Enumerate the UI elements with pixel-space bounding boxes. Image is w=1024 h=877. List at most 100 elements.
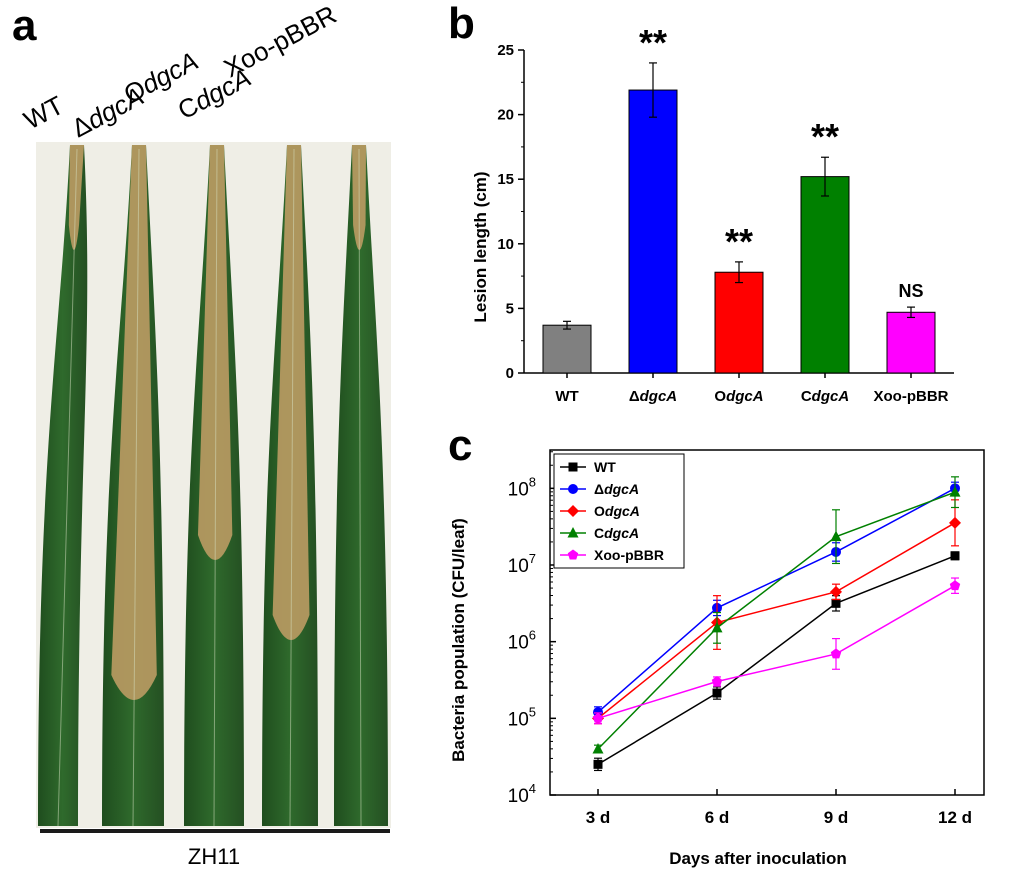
tick-base: 10 <box>508 786 529 807</box>
panel-b-letter: b <box>448 0 475 48</box>
bar-1 <box>628 89 678 374</box>
label-prefix: Δ <box>629 388 640 405</box>
tick-exponent: 7 <box>529 551 536 566</box>
series-point-3 <box>711 621 723 633</box>
line-chart-x-tick-label-0: 3 d <box>586 808 611 827</box>
legend-label-2: OdgcA <box>594 503 640 519</box>
tick-exponent: 5 <box>529 704 536 719</box>
leaf-midrib-2 <box>213 148 218 827</box>
line-chart-y-tick-label: 107 <box>508 551 536 577</box>
leaf-label-0: WT <box>19 90 69 136</box>
bar-3 <box>800 176 850 374</box>
line-chart-y-tick-label: 106 <box>508 628 536 654</box>
series-point-0 <box>712 688 722 698</box>
cultivar-label: ZH11 <box>188 844 240 869</box>
line-chart-y-axis-label: Bacteria population (CFU/leaf) <box>449 518 468 762</box>
label-italic: dgcA <box>604 525 639 541</box>
significance-label-1: ** <box>639 22 667 63</box>
label-italic: dgcA <box>726 388 764 405</box>
series-point-4 <box>949 580 961 591</box>
label-text: WT <box>594 459 616 475</box>
label-italic: dgcA <box>604 481 639 497</box>
tick-base: 10 <box>508 709 529 730</box>
leaf-lesion-3 <box>272 145 310 640</box>
series-point-2 <box>830 585 842 598</box>
legend-label-0: WT <box>594 459 616 475</box>
bar-category-label-3: CdgcA <box>801 388 849 405</box>
tick-exponent: 6 <box>529 628 536 643</box>
legend-marker-2 <box>567 505 579 517</box>
bar-category-label-0: WT <box>555 388 578 405</box>
significance-label-2: ** <box>725 221 753 262</box>
series-point-0 <box>593 759 603 769</box>
series-point-4 <box>592 712 604 723</box>
series-line-3 <box>597 491 956 750</box>
series-point-3 <box>949 486 961 497</box>
legend-marker-3 <box>567 527 579 538</box>
tick-base: 10 <box>508 479 529 500</box>
legend-marker-0 <box>568 462 578 472</box>
leaf-4 <box>334 145 388 826</box>
leaf-0 <box>38 145 88 826</box>
line-chart-x-axis-label: Days after inoculation <box>669 849 847 868</box>
series-point-0 <box>950 551 960 561</box>
bar-0 <box>542 324 592 374</box>
bar-chart-y-tick-label: 0 <box>506 365 514 382</box>
series-point-0 <box>831 598 841 608</box>
series-line-0 <box>597 555 956 765</box>
series-point-2 <box>949 516 961 529</box>
line-chart-frame <box>549 449 985 796</box>
legend-label-3: CdgcA <box>594 525 639 541</box>
line-chart-series <box>592 476 961 772</box>
bar-chart-y-tick-label: 25 <box>497 42 514 59</box>
label-italic: dgcA <box>812 388 850 405</box>
label-text: Xoo-pBBR <box>594 547 664 563</box>
line-chart-x-tick-label-2: 9 d <box>824 808 849 827</box>
leaf-midrib-1 <box>132 148 140 827</box>
leaf-midrib-0 <box>57 148 78 827</box>
panel-c-letter: c <box>448 421 473 470</box>
significance-label-4: NS <box>898 281 923 301</box>
label-prefix: C <box>594 525 604 541</box>
label-text: WT <box>19 90 69 136</box>
line-chart-y-tick-label: 108 <box>508 474 536 500</box>
bar-chart-y-tick-label: 10 <box>497 236 514 253</box>
bar-chart-y-axis-label: Lesion length (cm) <box>471 171 490 322</box>
label-prefix: Δ <box>594 481 604 497</box>
bar-category-label-4: Xoo-pBBR <box>874 388 949 405</box>
leaf-lesion-0 <box>68 145 84 250</box>
bar-category-label-2: OdgcA <box>714 388 763 405</box>
label-prefix: O <box>714 388 726 405</box>
leaf-midrib-3 <box>289 148 295 827</box>
legend-marker-1 <box>568 484 578 494</box>
panel-a-letter: a <box>12 1 37 50</box>
bar-category-label-1: ΔdgcA <box>629 388 677 405</box>
label-text: Xoo-pBBR <box>874 388 949 405</box>
tick-exponent: 4 <box>529 781 536 796</box>
leaf-group <box>38 145 388 827</box>
bar-4 <box>886 311 936 374</box>
series-line-2 <box>597 522 956 719</box>
series-point-3 <box>830 530 842 542</box>
line-chart-x-tick-label-3: 12 d <box>938 808 972 827</box>
line-chart-y-tick-label: 105 <box>508 704 536 730</box>
series-point-4 <box>830 648 842 659</box>
legend-label-1: ΔdgcA <box>594 481 639 497</box>
legend-label-4: Xoo-pBBR <box>594 547 664 563</box>
legend-marker-4 <box>567 549 579 560</box>
bar-2 <box>714 271 764 374</box>
leaf-lesion-1 <box>111 145 157 700</box>
significance-label-3: ** <box>811 116 839 157</box>
bar-chart-bars: ** ** ** NS <box>542 22 936 374</box>
leaf-midrib-4 <box>358 148 362 827</box>
tick-base: 10 <box>508 556 529 577</box>
label-italic: dgcA <box>605 503 640 519</box>
bar-chart-y-tick-label: 5 <box>506 300 514 317</box>
tick-exponent: 8 <box>529 474 536 489</box>
tick-base: 10 <box>508 633 529 654</box>
